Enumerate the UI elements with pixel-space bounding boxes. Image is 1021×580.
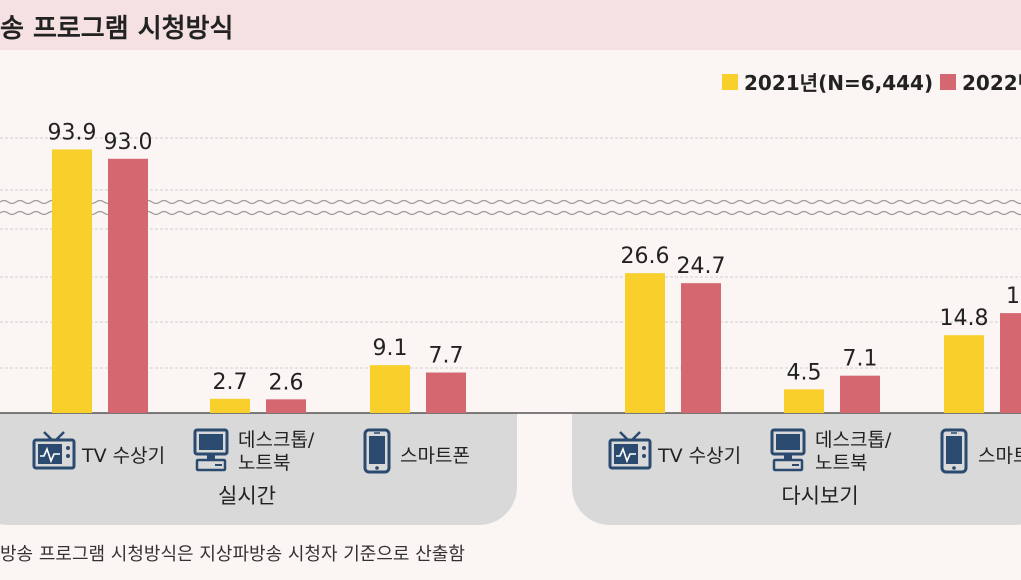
category-panel-top (0, 413, 517, 453)
title-band: 송 프로그램 시청방식 (0, 0, 1021, 50)
group-label-2: 다시보기 (781, 484, 858, 508)
axis-break-gap (0, 202, 1021, 213)
value-label: 9.1 (373, 336, 408, 361)
value-label: 7.1 (843, 347, 878, 372)
axis-break-line (0, 210, 1021, 216)
bar-2022-5 (840, 375, 880, 413)
category-labels: TV 수상기 데스크톱/노트북 스마트폰 TV 수상기 데스크톱/노트북 스마트 (32, 428, 1021, 474)
legend-swatch-2022 (940, 74, 956, 90)
value-label: 7.7 (429, 344, 464, 369)
category-label: 스마트폰 (400, 445, 470, 467)
bar-2022-3 (426, 372, 466, 413)
category-label: 노트북 (815, 452, 867, 474)
value-label: 4.5 (787, 360, 822, 385)
bar-2021-2 (210, 398, 250, 413)
value-label: 93.0 (104, 130, 153, 155)
value-labels: 93.9 2.7 9.1 26.6 4.5 14.8 93.0 2.6 7.7 24.7 7.1 19 (48, 120, 1021, 395)
bar-2021-6 (944, 335, 984, 413)
value-label: 19 (1006, 284, 1021, 309)
smartphone-icon (363, 428, 391, 474)
tv-icon (608, 431, 652, 470)
tv-icon (32, 431, 76, 470)
bar-2022-1 (108, 158, 148, 413)
legend-swatch-2021 (722, 74, 738, 90)
value-label: 24.7 (677, 254, 726, 279)
axis-break (0, 199, 1021, 216)
value-label: 2.7 (213, 370, 248, 395)
desktop-icon (770, 428, 806, 472)
value-label: 14.8 (940, 306, 989, 331)
category-label: TV 수상기 (81, 445, 165, 467)
bar-2021-1 (52, 149, 92, 413)
value-label: 93.9 (48, 120, 97, 145)
category-label: TV 수상기 (657, 445, 741, 467)
chart-title: 송 프로그램 시청방식 (0, 14, 234, 44)
axis-break-line (0, 199, 1021, 205)
bar-2022-4 (681, 283, 721, 413)
gridlines (0, 137, 1021, 369)
value-label: 26.6 (621, 244, 670, 269)
bar-2022-6 (1000, 313, 1021, 413)
category-label: 데스크톱/ (815, 429, 892, 451)
bar-2021-4 (625, 273, 665, 413)
value-label: 2.6 (269, 370, 304, 395)
bar-2022-2 (266, 399, 306, 413)
bars (52, 149, 1021, 413)
footnote: 방송 프로그램 시청방식은 지상파방송 시청자 기준으로 산출함 (0, 544, 465, 565)
smartphone-icon (940, 428, 968, 474)
bar-2021-5 (784, 389, 824, 413)
category-label: 스마트 (978, 445, 1021, 467)
legend-label-2021: 2021년(N=6,444) (744, 71, 933, 95)
bar-2021-3 (370, 365, 410, 413)
category-label: 노트북 (238, 452, 290, 474)
desktop-icon (193, 428, 229, 472)
legend-label-2022: 2022년 (962, 71, 1021, 95)
category-label: 데스크톱/ (238, 429, 315, 451)
group-label-1: 실시간 (218, 484, 276, 508)
legend: 2021년(N=6,444) 2022년 (722, 71, 1021, 95)
